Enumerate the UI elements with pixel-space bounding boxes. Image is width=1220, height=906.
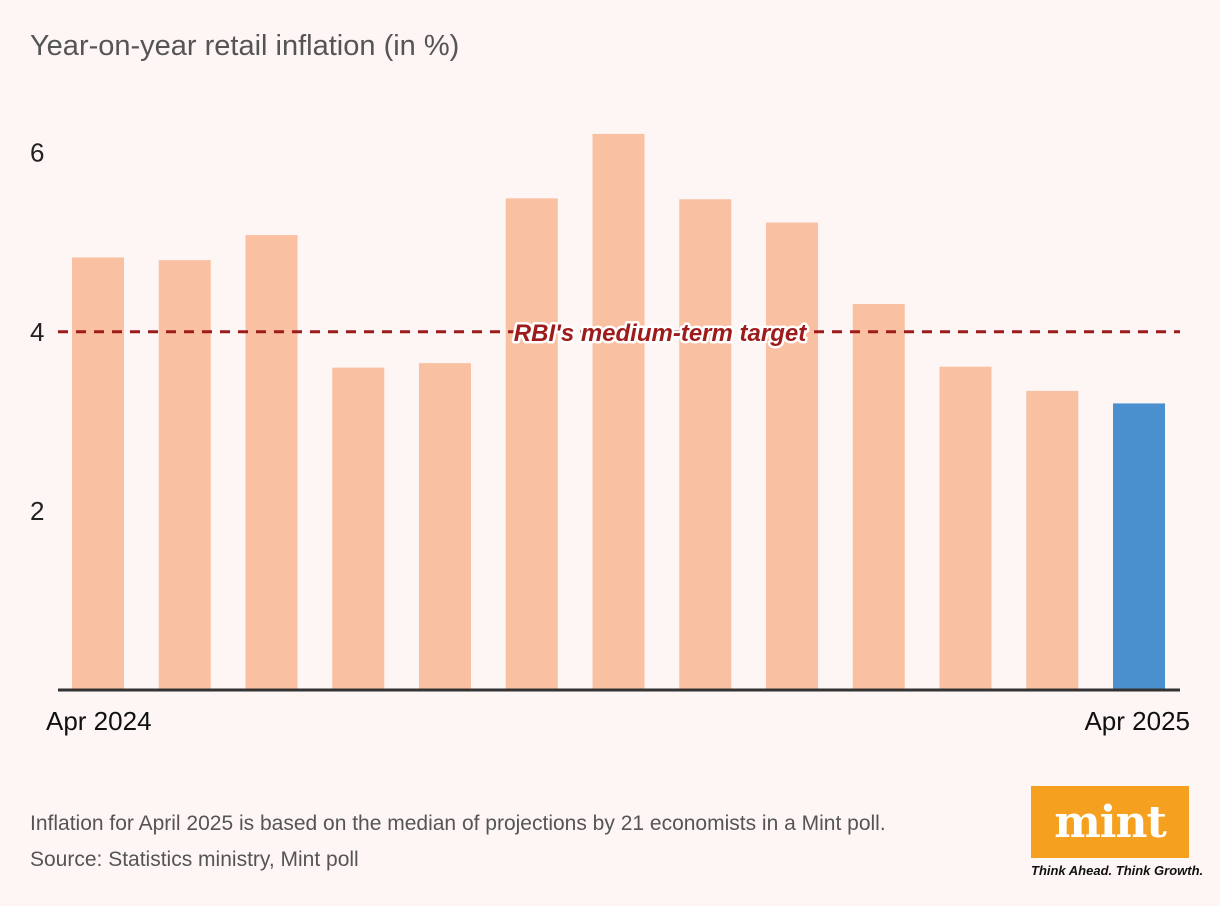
chart-source: Source: Statistics ministry, Mint poll: [30, 848, 359, 871]
bar-sep-2024: [505, 198, 558, 690]
bar-dec-2024: [766, 222, 818, 691]
bar-jun-2024: [245, 235, 298, 690]
logo-tagline: Think Ahead. Think Growth.: [1031, 863, 1204, 878]
bar-chart: 2 4 6 RBI's medium-term target Apr 2024 Apr 2…: [30, 133, 1190, 736]
x-tick-label: Apr 2024: [46, 706, 152, 736]
bar-aug-2024: [419, 363, 471, 690]
x-tick-label: Apr 2025: [1084, 706, 1190, 736]
bar-jul-2024: [332, 367, 385, 690]
y-tick-label: 6: [30, 138, 44, 168]
reference-line-label: RBI's medium-term target: [514, 320, 807, 347]
bar-oct-2024: [592, 133, 645, 690]
chart-title: Year-on-year retail inflation (in %): [30, 30, 460, 62]
bar-mar-2025: [1026, 390, 1079, 690]
bar-feb-2025: [939, 366, 992, 690]
chart-footnote: Inflation for April 2025 is based on the…: [30, 812, 886, 835]
y-tick-label: 2: [30, 496, 44, 526]
bar-apr-2024: [72, 257, 124, 690]
y-tick-label: 4: [30, 317, 44, 347]
bar-jan-2025: [852, 304, 905, 690]
logo-wordmark: mint: [1054, 796, 1167, 848]
mint-logo: mint: [1031, 786, 1189, 858]
bar-apr-2025: [1113, 403, 1165, 690]
bar-nov-2024: [679, 199, 732, 691]
bar-may-2024: [158, 260, 211, 690]
